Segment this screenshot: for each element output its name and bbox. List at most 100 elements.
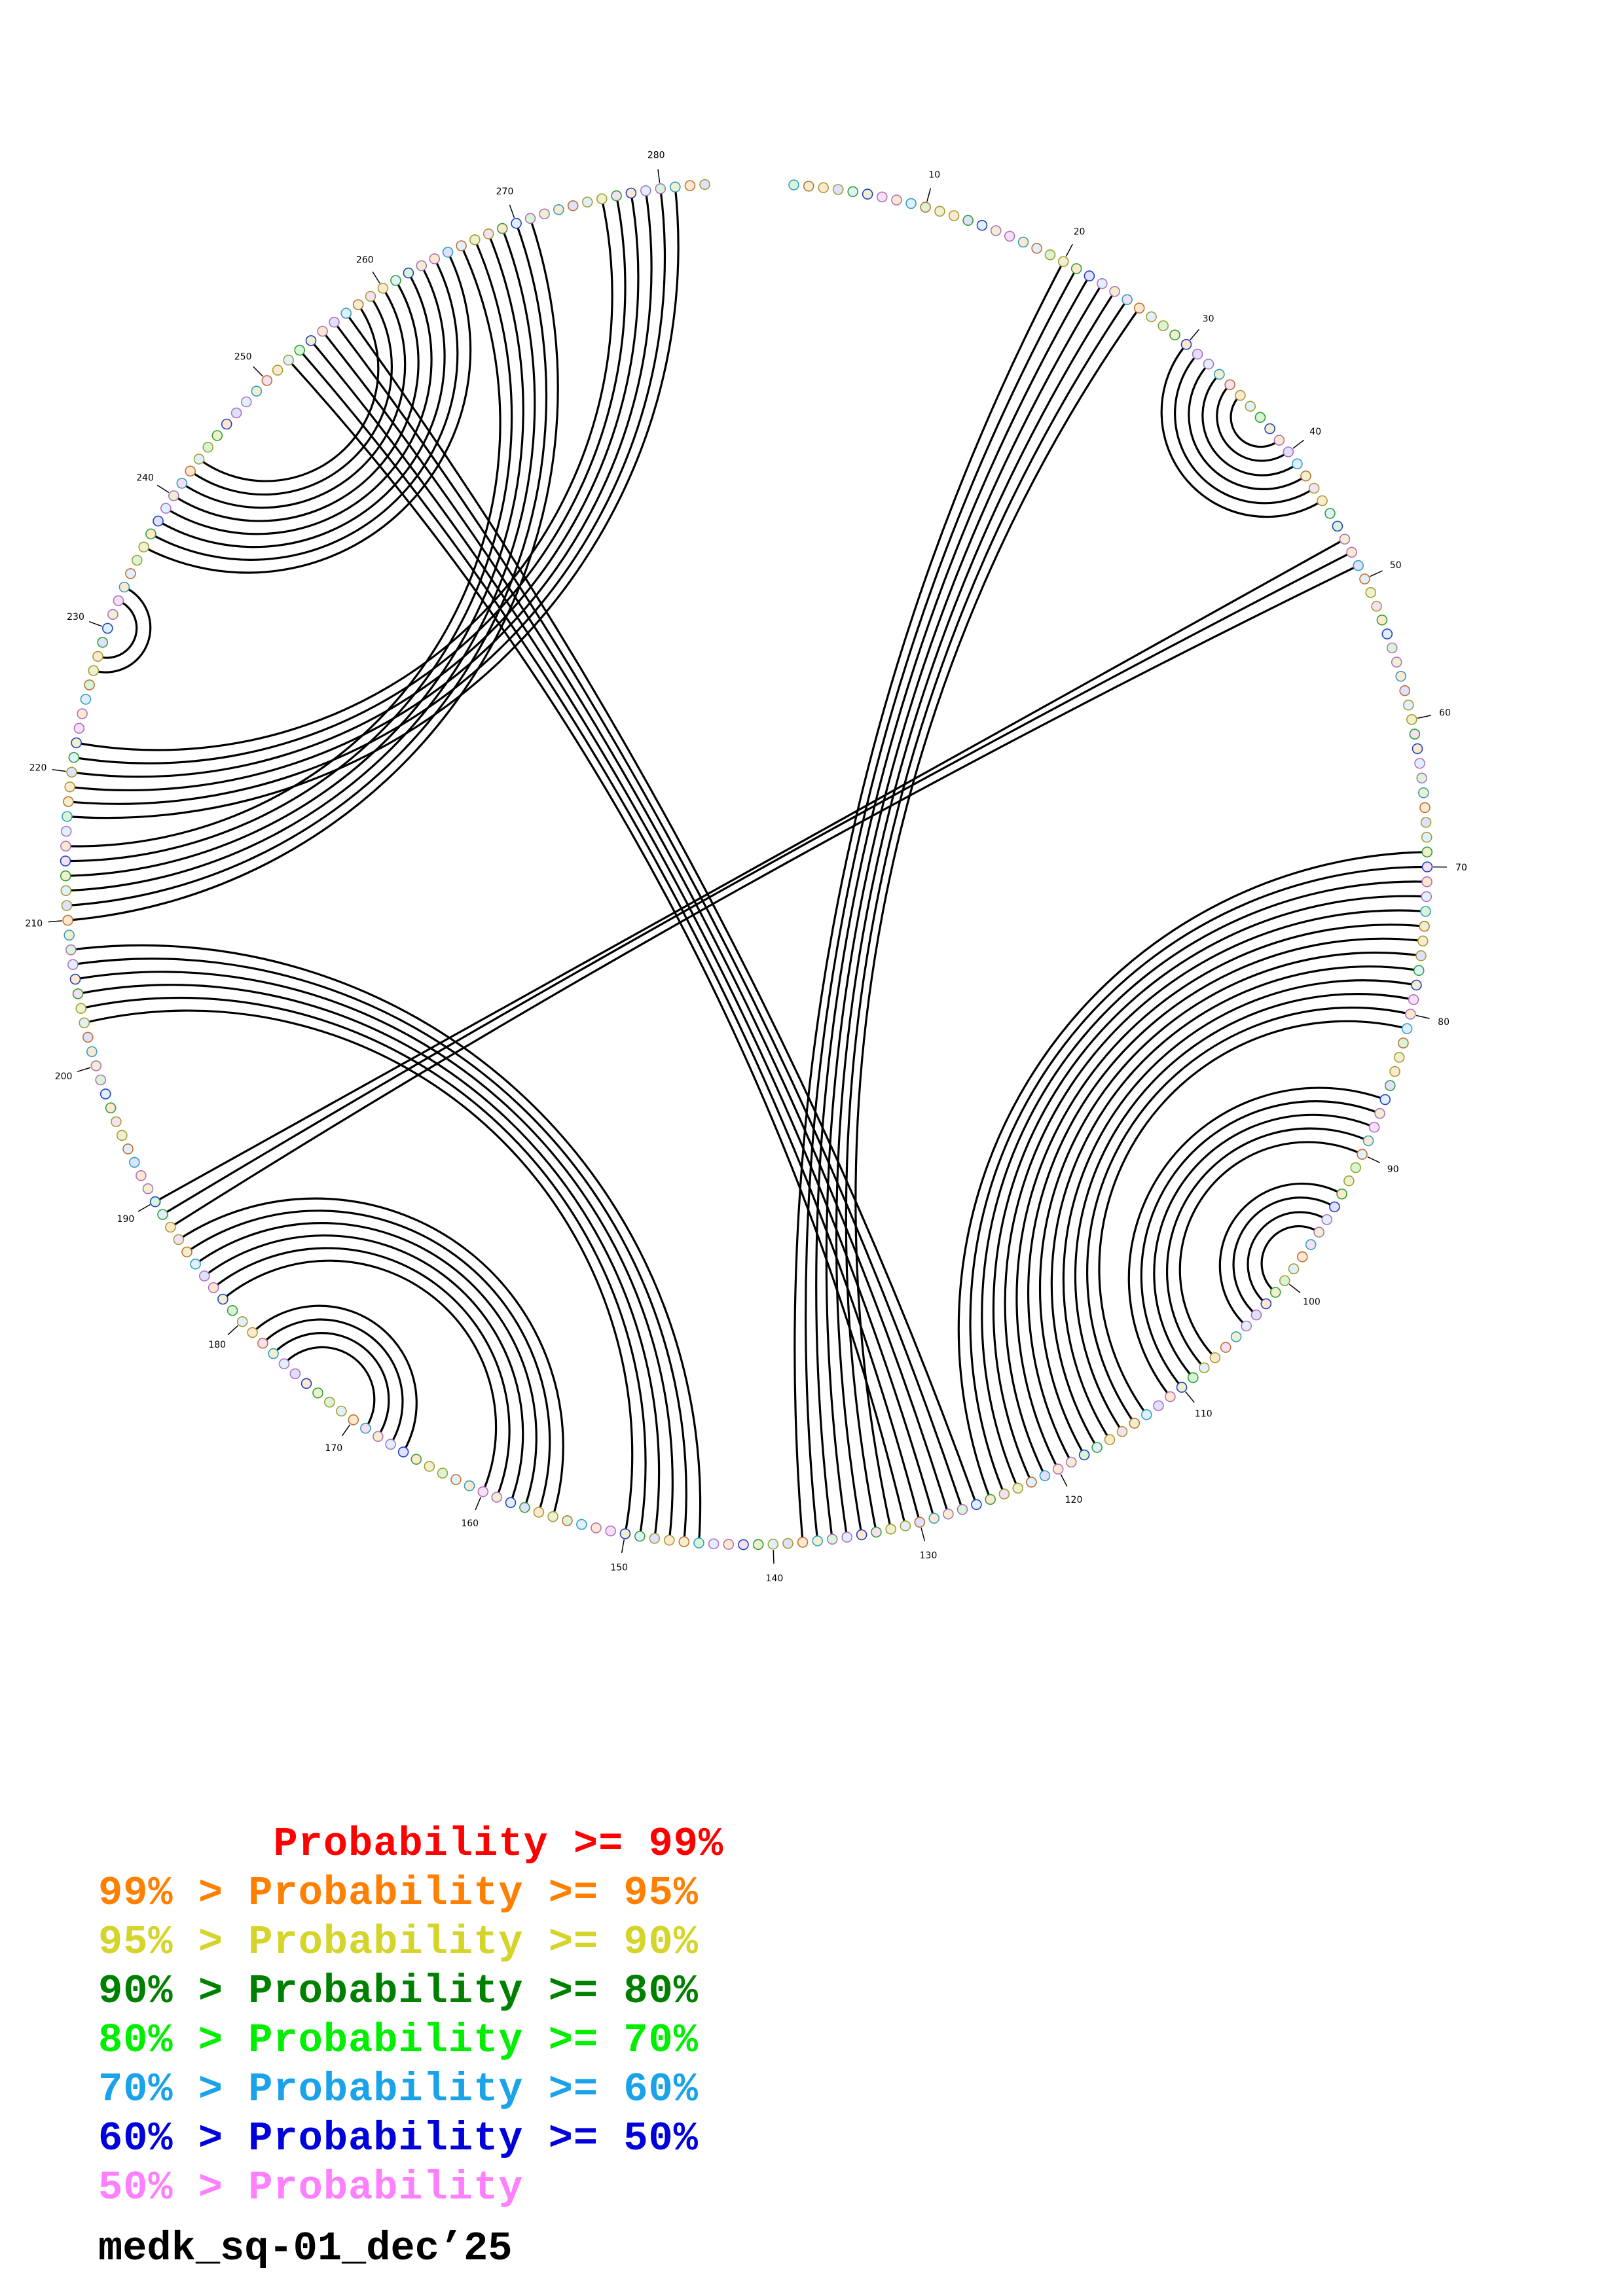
nucleotide-circle bbox=[905, 198, 917, 209]
nucleotide-circle bbox=[1313, 1227, 1324, 1238]
nucleotide-circle bbox=[496, 223, 508, 234]
base-pair-arc bbox=[992, 895, 1427, 1483]
nucleotide-circle bbox=[240, 396, 252, 408]
nucleotide-circle bbox=[1188, 1372, 1199, 1384]
nucleotide-circle bbox=[1420, 906, 1431, 917]
tick-mark bbox=[88, 620, 103, 627]
base-pair-arc bbox=[969, 865, 1428, 1495]
nucleotide-circle bbox=[236, 1316, 248, 1327]
base-pair-arc bbox=[1216, 384, 1289, 462]
base-pair-arc bbox=[73, 958, 687, 1542]
nucleotide-circle bbox=[102, 622, 113, 634]
nucleotide-circle bbox=[1245, 401, 1256, 412]
nucleotide-circle bbox=[1421, 861, 1433, 872]
nucleotide-circle bbox=[871, 1526, 882, 1538]
base-pair-arc bbox=[77, 984, 661, 1539]
nucleotide-circle bbox=[491, 1492, 503, 1503]
nucleotide-circle bbox=[655, 183, 666, 194]
nucleotide-circle bbox=[340, 308, 352, 319]
nucleotide-circle bbox=[1416, 772, 1427, 784]
base-pair-arc bbox=[73, 195, 627, 764]
nucleotide-circle bbox=[82, 1031, 94, 1043]
base-pair-arc bbox=[805, 268, 1078, 1541]
tick-label: 250 bbox=[234, 352, 252, 363]
nucleotide-circle bbox=[1031, 243, 1042, 254]
base-pair-arc bbox=[321, 331, 949, 1515]
nucleotide-circle bbox=[416, 260, 428, 272]
nucleotide-circle bbox=[634, 1530, 646, 1542]
base-pair-arc bbox=[1140, 1100, 1381, 1388]
base-pair-arc bbox=[67, 218, 559, 922]
nucleotide-circle bbox=[119, 581, 130, 593]
nucleotide-circle bbox=[1057, 256, 1069, 267]
nucleotide-circle bbox=[1368, 1121, 1380, 1133]
nucleotide-circle bbox=[1180, 338, 1192, 350]
nucleotide-circle bbox=[948, 210, 960, 221]
base-pair-arc bbox=[68, 188, 666, 805]
nucleotide-circle bbox=[976, 219, 988, 231]
nucleotide-circle bbox=[1362, 1135, 1374, 1147]
nucleotide-circle bbox=[323, 1397, 335, 1408]
tick-label: 280 bbox=[647, 151, 665, 161]
tick-mark bbox=[1288, 1283, 1301, 1293]
base-pair-arc bbox=[957, 851, 1427, 1500]
nucleotide-circle bbox=[63, 796, 74, 808]
tick-mark bbox=[926, 188, 932, 202]
nucleotide-circle bbox=[678, 1536, 690, 1547]
nucleotide-circle bbox=[1279, 1275, 1290, 1286]
base-pair-arc bbox=[825, 283, 1103, 1537]
nucleotide-circle bbox=[149, 1196, 161, 1208]
legend-entry: 90% > Probability >= 80% bbox=[98, 1968, 699, 2015]
nucleotide-circle bbox=[1401, 1023, 1413, 1034]
tick-mark bbox=[475, 1497, 481, 1511]
nucleotide-circle bbox=[1405, 1009, 1416, 1020]
nucleotide-circle bbox=[71, 737, 82, 749]
nucleotide-circle bbox=[176, 478, 188, 489]
base-pair-arc bbox=[1050, 965, 1419, 1448]
nucleotide-circle bbox=[738, 1539, 749, 1551]
tick-mark bbox=[137, 1204, 151, 1212]
base-pair-arc bbox=[1004, 909, 1426, 1477]
nucleotide-circle bbox=[1403, 699, 1414, 711]
nucleotide-circle bbox=[803, 181, 814, 192]
nucleotide-circle bbox=[1379, 1094, 1391, 1105]
base-pair-arc bbox=[1247, 1211, 1328, 1305]
tick-label: 180 bbox=[208, 1340, 226, 1350]
base-pair-arc bbox=[1218, 1182, 1343, 1327]
nucleotide-circle bbox=[553, 204, 564, 215]
nucleotide-circle bbox=[1409, 728, 1421, 740]
base-pair-arc bbox=[177, 1197, 564, 1517]
nucleotide-circle bbox=[1421, 891, 1432, 903]
nucleotide-circle bbox=[60, 885, 72, 897]
base-pair-arc bbox=[173, 279, 420, 522]
nucleotide-circle bbox=[1052, 1463, 1064, 1475]
legend-entry: 99% > Probability >= 95% bbox=[98, 1870, 699, 1916]
base-pair-arc bbox=[162, 551, 1353, 1215]
nucleotide-circle bbox=[524, 213, 536, 224]
nucleotide-circle bbox=[1158, 320, 1169, 332]
nucleotide-circle bbox=[1371, 600, 1382, 612]
nucleotide-circle bbox=[352, 299, 364, 310]
base-pair-arc bbox=[143, 251, 472, 574]
nucleotide-circle bbox=[1419, 802, 1431, 814]
nucleotide-circle bbox=[998, 1488, 1010, 1499]
nucleotide-circle bbox=[1129, 1418, 1140, 1429]
base-pair-arc bbox=[1260, 1225, 1320, 1293]
tick-label: 190 bbox=[117, 1214, 135, 1225]
nucleotide-circle bbox=[60, 840, 71, 852]
tick-label: 100 bbox=[1303, 1297, 1321, 1308]
nucleotide-circle bbox=[90, 1060, 102, 1071]
nucleotide-circle bbox=[1192, 348, 1203, 360]
nucleotide-circle bbox=[1091, 1442, 1103, 1453]
tick-label: 210 bbox=[25, 918, 43, 929]
nucleotide-circle bbox=[1250, 1309, 1262, 1321]
nucleotide-circle bbox=[818, 182, 829, 194]
nucleotide-circle bbox=[221, 418, 232, 430]
nucleotide-circle bbox=[208, 1282, 219, 1293]
nucleotide-circle bbox=[1336, 1188, 1347, 1200]
tick-mark bbox=[372, 271, 380, 284]
base-pair-arc bbox=[222, 1259, 498, 1492]
tick-label: 10 bbox=[928, 170, 940, 181]
nucleotide-circle bbox=[190, 1259, 201, 1270]
base-pair-arc bbox=[310, 340, 936, 1519]
